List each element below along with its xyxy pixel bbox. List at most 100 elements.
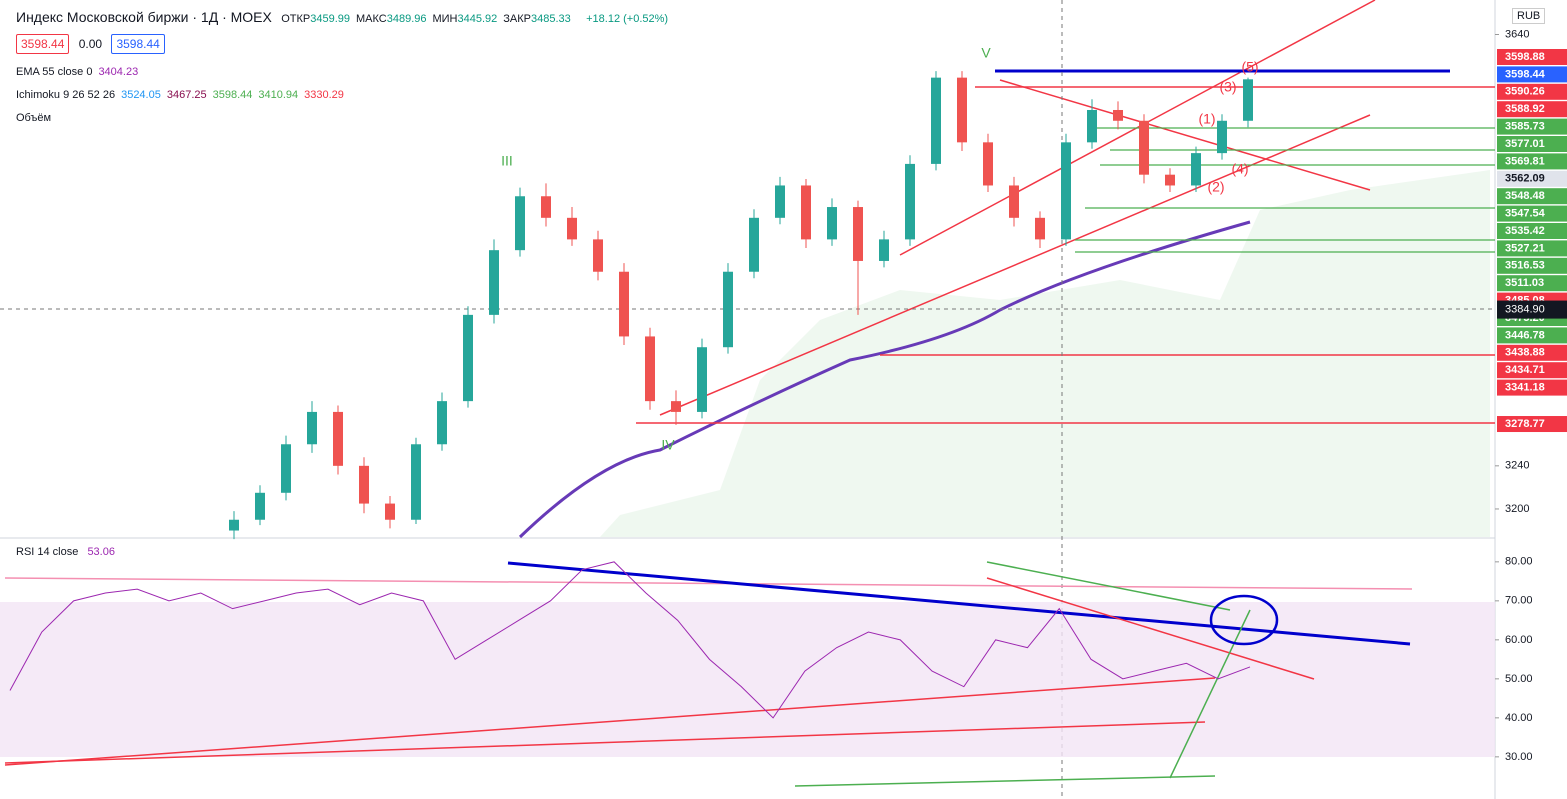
candle-body: [853, 207, 863, 261]
sell-box[interactable]: 3598.44: [16, 34, 70, 54]
price-label: 3511.03: [1505, 277, 1544, 289]
indicator-row: EMA 55 close 0 3404.23: [16, 66, 144, 78]
price-label: 3535.42: [1505, 225, 1545, 237]
price-label: 3590.26: [1505, 86, 1545, 98]
price-label: 3585.73: [1505, 121, 1545, 133]
ema-line: [518, 220, 1251, 539]
price-label-bg: [1497, 223, 1567, 239]
candle-body: [1061, 142, 1071, 240]
candle-body: [359, 465, 369, 504]
price-label-bg: [1497, 344, 1567, 361]
candle-body: [775, 185, 785, 218]
buy-box[interactable]: 3598.44: [111, 34, 165, 54]
indicator-name: EMA 55 close 0: [16, 66, 93, 78]
wave-label: (5): [1241, 59, 1258, 75]
rsi-legend: RSI 14 close 53.06: [16, 546, 121, 558]
candle-body: [931, 77, 941, 164]
candle-body: [1217, 120, 1227, 154]
price-label: 3434.71: [1505, 364, 1545, 376]
price-label-bg: [1497, 101, 1567, 118]
price-label-bg: [1497, 188, 1567, 205]
spread: 0.00: [78, 37, 103, 51]
candle-body: [229, 519, 239, 531]
indicator-value: 3467.25: [166, 89, 207, 101]
currency[interactable]: RUB: [1512, 8, 1546, 24]
crosshair-label-bg: [1497, 300, 1567, 319]
candle-body: [463, 314, 473, 402]
candle-body: [411, 444, 421, 520]
candle-body: [749, 217, 759, 272]
crosshair-label: 3384.90: [1505, 303, 1545, 315]
rsi-band: [0, 602, 1495, 757]
ichimoku-cloud: [600, 170, 1490, 537]
rsi-value: 53.06: [87, 546, 115, 558]
fib-lines: [1075, 127, 1495, 253]
candle-body: [1139, 120, 1149, 175]
price-label-bg: [1497, 362, 1567, 379]
ohlc-value: 3445.92: [457, 13, 498, 25]
candle-body: [905, 163, 915, 240]
price-label-bg: [1497, 83, 1567, 100]
ohlc-label: МАКС: [355, 13, 387, 25]
ohlc-label: ЗАКР: [503, 13, 531, 25]
candle-body: [1009, 185, 1019, 218]
wave-label: III: [501, 153, 513, 169]
y-tick-label: 3640: [1505, 28, 1529, 40]
candle-body: [619, 271, 629, 337]
symbol-title: Индекс Московской биржи · 1Д · MOEX: [16, 9, 272, 25]
price-label-bg: [1497, 153, 1567, 170]
candle-body: [827, 207, 837, 240]
y-tick-label: 70.00: [1505, 595, 1533, 607]
price-label: 3446.78: [1505, 329, 1545, 341]
wave-label: (4): [1231, 161, 1248, 177]
indicator-value: 3330.29: [304, 89, 344, 101]
price-label: 3598.88: [1505, 51, 1545, 63]
candle-body: [1191, 153, 1201, 186]
wave-label: (3): [1219, 79, 1236, 95]
y-tick-label: 30.00: [1505, 751, 1533, 763]
price-label-bg: [1497, 327, 1567, 344]
candle-body: [1113, 109, 1123, 121]
candle-body: [723, 271, 733, 348]
y-tick-label: 80.00: [1505, 556, 1533, 568]
ohlc-label: ОТКР: [281, 13, 311, 25]
candle-body: [1087, 109, 1097, 143]
candle-body: [801, 185, 811, 240]
candle-body: [983, 142, 993, 186]
change: +18.12 (+0.52%): [586, 13, 669, 25]
price-label-bg: [1497, 275, 1567, 292]
indicator-name: Объём: [16, 112, 52, 124]
candle-body: [1035, 217, 1045, 240]
candle-body: [307, 411, 317, 445]
price-label-bg: [1497, 170, 1567, 187]
y-tick-label: 3240: [1505, 460, 1529, 472]
header: Индекс Московской биржи · 1Д · MOEX ОТКР…: [16, 9, 674, 25]
price-label: 3569.81: [1505, 155, 1545, 167]
indicator-value: 3524.05: [121, 89, 161, 101]
wave-label: (1): [1198, 111, 1215, 127]
ohlc-label: МИН: [432, 13, 458, 25]
indicator-value: 3598.44: [212, 89, 253, 101]
price-label: 3598.44: [1505, 68, 1546, 80]
price-label: 3547.54: [1505, 208, 1546, 220]
indicator-value: 3410.94: [258, 89, 299, 101]
y-tick-label: 40.00: [1505, 712, 1533, 724]
price-label: 3527.21: [1505, 242, 1545, 254]
ohlc: ОТКР3459.99 МАКС3489.96 МИН3445.92 ЗАКР3485…: [281, 13, 577, 25]
rsi-title: RSI 14 close: [16, 546, 79, 558]
indicator-row: Ichimoku 9 26 52 26 3524.05 3467.25 3598.44…: [16, 89, 350, 101]
trade-row: 3598.44 0.00 3598.44: [16, 34, 171, 54]
candle-body: [541, 196, 551, 218]
candle-body: [567, 217, 577, 240]
ohlc-value: 3489.96: [386, 13, 427, 25]
candle-body: [645, 336, 655, 402]
candle-body: [671, 401, 681, 412]
y-tick-label: 50.00: [1505, 673, 1533, 685]
candle-body: [1165, 174, 1175, 186]
candle-body: [281, 444, 291, 493]
candle-body: [437, 401, 447, 445]
price-label: 3588.92: [1505, 103, 1545, 115]
candle-body: [1243, 79, 1253, 121]
